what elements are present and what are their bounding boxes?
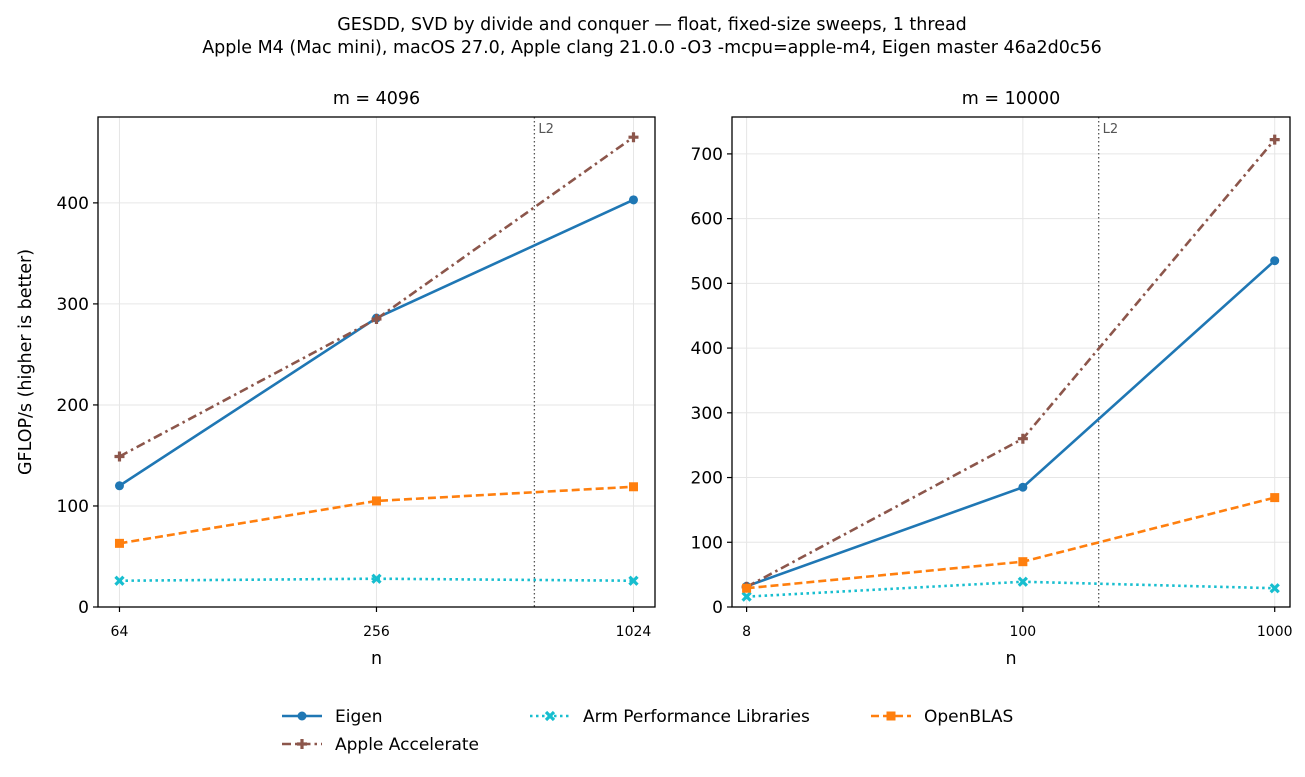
x-tick-label: 64	[111, 624, 129, 640]
plot-frame	[731, 116, 1291, 608]
series-openblas	[114, 482, 638, 548]
data-point-arm-performance-libraries	[1269, 583, 1280, 594]
data-point-arm-performance-libraries	[628, 575, 639, 586]
legend-entry-arm-performance-libraries: Arm Performance Libraries	[530, 707, 810, 727]
data-point-arm-performance-libraries	[1017, 576, 1028, 587]
data-point-arm-performance-libraries	[741, 591, 752, 602]
y-tick-label: 400	[57, 194, 89, 214]
series-eigen	[742, 256, 1280, 591]
legend-label: Apple Accelerate	[335, 735, 479, 755]
legend-entry-apple-accelerate: Apple Accelerate	[282, 735, 479, 755]
series-arm-performance-libraries	[114, 573, 639, 586]
chart-panel-m10000: L2 0 100 200 300 400 500 600 700 8 100 1000 m = 1000…	[691, 89, 1293, 669]
legend-swatch-marker	[544, 710, 556, 722]
x-tick-label: 8	[742, 624, 751, 640]
y-tick-label: 700	[691, 145, 723, 165]
panel-title: m = 4096	[333, 89, 420, 109]
x-tick-label: 1000	[1257, 624, 1293, 640]
legend-label: Eigen	[335, 707, 383, 727]
legend-swatch-marker	[886, 711, 896, 721]
data-point-openblas	[742, 583, 752, 593]
data-point-openblas	[628, 482, 638, 492]
y-tick-label: 500	[691, 274, 723, 294]
series-openblas	[742, 493, 1280, 593]
y-tick-label: 300	[57, 295, 89, 315]
series-line-apple-accelerate	[745, 138, 1276, 589]
y-tick-label: 100	[691, 533, 723, 553]
y-tick-label: 200	[691, 469, 723, 489]
legend-label: Arm Performance Libraries	[583, 707, 810, 727]
x-axis-label: n	[371, 649, 382, 669]
x-axis-label: n	[1005, 649, 1016, 669]
figure-title-line-2: Apple M4 (Mac mini), macOS 27.0, Apple c…	[202, 38, 1102, 58]
y-axis-label: GFLOP/s (higher is better)	[16, 249, 36, 475]
series-line-arm-performance-libraries	[746, 580, 1275, 598]
data-point-openblas	[114, 538, 124, 548]
series-apple-accelerate	[114, 132, 639, 462]
legend-swatch-marker	[297, 739, 307, 749]
l2-cache-label: L2	[538, 122, 554, 137]
data-point-openblas	[1270, 493, 1280, 503]
x-tick-label: 1024	[616, 624, 652, 640]
legend-entry-openblas: OpenBLAS	[871, 707, 1013, 727]
data-point-eigen	[1270, 256, 1280, 266]
l2-cache-label: L2	[1103, 122, 1119, 137]
legend-swatch-marker	[297, 711, 307, 721]
series-apple-accelerate	[741, 134, 1280, 592]
y-tick-label: 300	[691, 404, 723, 424]
data-point-apple-accelerate	[1017, 433, 1028, 444]
y-tick-label: 100	[57, 497, 89, 517]
series-line-arm-performance-libraries	[119, 577, 634, 583]
y-tick-label: 400	[691, 339, 723, 359]
legend: Eigen Apple Accelerate Arm Performance Lib…	[282, 707, 1013, 755]
data-point-apple-accelerate	[1269, 134, 1280, 145]
series-line-eigen	[746, 259, 1276, 588]
legend-label: OpenBLAS	[924, 707, 1013, 727]
data-point-apple-accelerate	[114, 451, 125, 462]
x-tick-label: 100	[1009, 624, 1036, 640]
series-arm-performance-libraries	[741, 576, 1280, 602]
y-tick-label: 600	[691, 210, 723, 230]
y-tick-label: 0	[712, 598, 723, 618]
data-point-eigen	[628, 195, 638, 205]
figure-title-line-1: GESDD, SVD by divide and conquer — float…	[337, 15, 967, 35]
legend-entry-eigen: Eigen	[282, 707, 383, 727]
data-point-eigen	[114, 481, 124, 491]
panel-title: m = 10000	[962, 89, 1061, 109]
series-line-apple-accelerate	[118, 136, 635, 458]
chart-panel-m4096: L2 0 100 200 300 400 64 256 1024 m = 4096 n	[57, 89, 656, 669]
y-tick-label: 0	[78, 598, 89, 618]
data-point-arm-performance-libraries	[114, 575, 125, 586]
data-point-eigen	[1018, 482, 1028, 492]
data-point-arm-performance-libraries	[371, 573, 382, 584]
series-line-openblas	[746, 496, 1276, 590]
y-tick-label: 200	[57, 396, 89, 416]
data-point-apple-accelerate	[628, 132, 639, 143]
data-point-apple-accelerate	[371, 314, 382, 325]
data-point-openblas	[371, 496, 381, 506]
data-point-openblas	[1018, 557, 1028, 567]
series-line-openblas	[119, 485, 634, 545]
x-tick-label: 256	[363, 624, 390, 640]
